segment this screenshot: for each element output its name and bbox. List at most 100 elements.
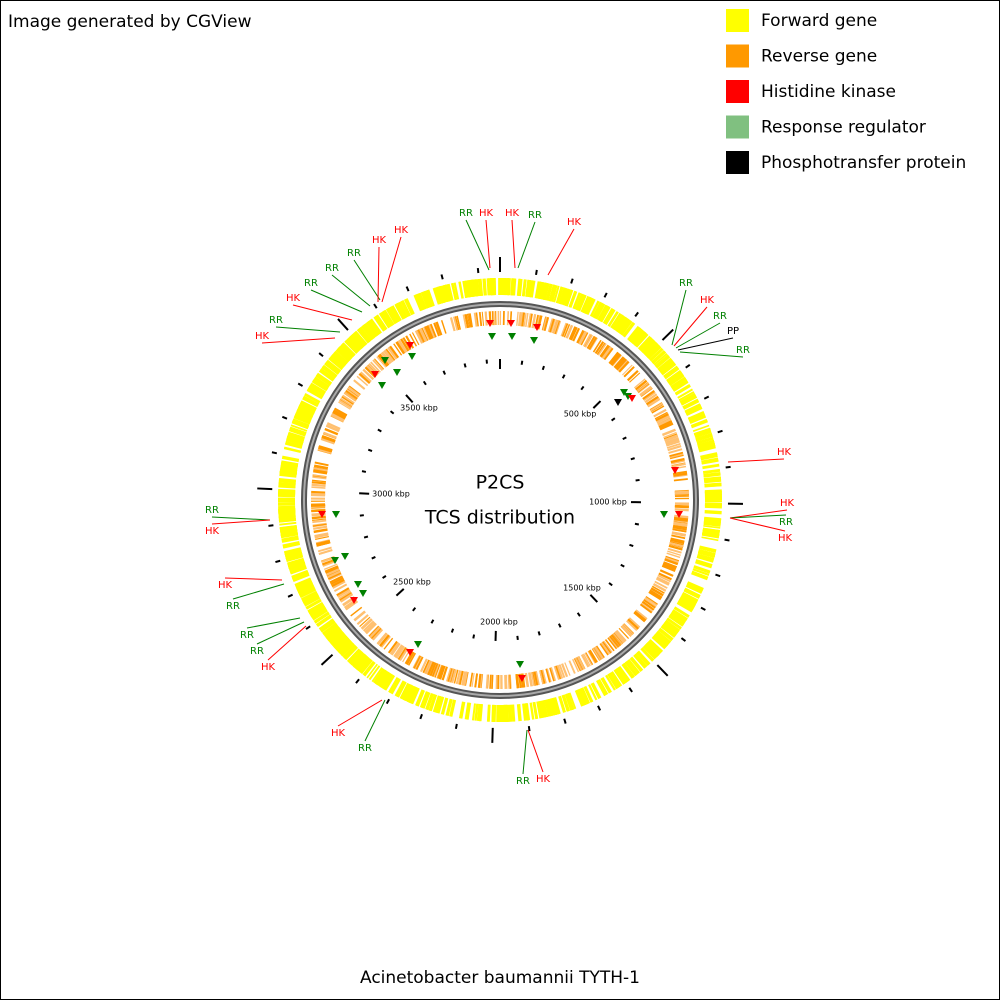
annotation-label: RR [205,505,219,516]
reverse-gene [311,507,326,509]
annotation-label: HK [372,235,387,246]
forward-gene [568,290,578,308]
legend-label: Phosphotransfer protein [761,153,966,173]
forward-gene [594,302,604,319]
forward-gene [417,293,426,310]
reverse-gene [326,422,341,431]
forward-gene [685,584,703,594]
forward-gene [508,278,511,296]
forward-gene [633,653,647,669]
reverse-gene [311,481,326,485]
reverse-gene [656,576,670,585]
forward-gene [318,618,335,631]
scale-label: 1500 kbp [563,584,601,593]
reverse-gene [533,671,539,686]
forward-gene [677,388,694,399]
reverse-gene [637,382,649,393]
reverse-gene [576,329,584,344]
outer-tick [373,303,378,309]
forward-gene [476,703,482,722]
annotation-line [246,617,301,629]
forward-gene [279,526,298,532]
forward-gene [369,318,382,335]
forward-gene [362,660,376,677]
forward-gene [691,570,709,579]
annotation-line [261,337,336,344]
reverse-gene [592,647,601,661]
forward-gene [673,606,690,618]
scale-tick [367,448,373,453]
legend-label: Histidine kinase [761,82,896,102]
forward-gene [700,452,718,459]
forward-gene [697,439,715,447]
legend-label: Forward gene [761,11,877,31]
reverse-gene [450,668,457,684]
forward-gene [510,278,515,296]
forward-gene [289,566,307,575]
forward-gene [681,593,698,604]
reverse-gene [607,636,619,649]
annotation-label: HK [205,526,220,537]
annotation-line [211,516,271,521]
reverse-gene [603,640,613,653]
forward-gene [577,294,587,312]
forward-gene [657,357,672,371]
reverse-gene [643,598,657,609]
tcs-marker [507,320,515,327]
reverse-gene [359,616,371,627]
forward-gene [695,559,713,567]
forward-gene [702,463,720,470]
forward-gene [279,471,297,477]
forward-gene [674,383,691,395]
reverse-gene [346,388,359,398]
reverse-gene [318,548,333,555]
forward-gene [662,622,679,635]
reverse-gene [350,606,363,617]
forward-gene [513,278,517,296]
scale-tick [576,612,581,617]
reverse-gene [446,667,452,682]
reverse-gene [422,659,430,674]
scale-tick [608,582,613,587]
reverse-gene [572,327,581,342]
reverse-gene [311,483,326,488]
reverse-gene [364,621,376,634]
scale-tick [422,380,427,386]
outer-tick [287,593,294,598]
reverse-gene [334,407,348,417]
forward-gene [607,672,620,689]
reverse-gene [633,612,646,623]
reverse-gene [313,525,328,530]
forward-gene [622,322,636,338]
reverse-gene [671,462,686,468]
reverse-gene [320,438,335,445]
annotation-line [256,621,305,645]
annotation-line [232,583,285,600]
reverse-gene [634,379,648,391]
forward-gene [420,291,430,309]
reverse-gene [377,354,389,367]
reverse-gene [553,666,560,680]
outer-tick [570,278,574,284]
tcs-marker [660,511,668,518]
forward-gene [619,319,633,336]
forward-gene [599,305,610,322]
reverse-gene [622,623,634,635]
forward-gene [453,282,460,300]
forward-gene [629,657,642,672]
reverse-gene [618,360,630,373]
forward-gene [676,601,693,613]
outer-tick [320,653,334,666]
annotation-line [679,351,744,358]
reverse-gene [313,464,329,470]
forward-gene [321,365,337,378]
reverse-gene [455,670,461,685]
forward-gene [656,630,672,644]
outer-tick [271,451,278,455]
outer-tick [563,718,567,724]
reverse-gene [322,560,337,567]
reverse-gene [527,313,532,328]
reverse-gene [466,313,471,328]
reverse-gene [385,348,396,361]
